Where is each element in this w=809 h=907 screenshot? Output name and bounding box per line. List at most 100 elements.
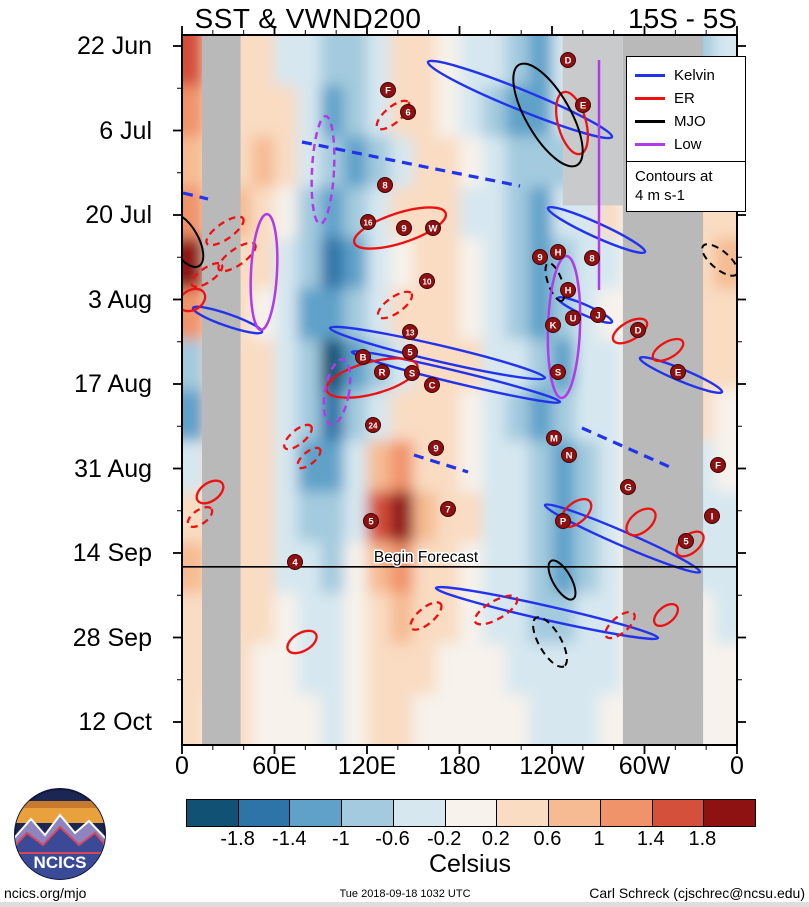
- storm-marker: 4: [287, 554, 303, 570]
- storm-markers-layer: D E F 6 8 16 9 W 9 H 8 10 H K U J D 13 B 5 R S C S E 24 9 MN F G 5 7 P 5 I…: [287, 52, 726, 570]
- storm-marker: 8: [584, 250, 600, 266]
- svg-text:F: F: [385, 85, 391, 96]
- contour-note-line1: Contours at: [635, 168, 713, 185]
- begin-forecast-label: Begin Forecast: [374, 549, 479, 566]
- x-axis-label: 0: [175, 752, 189, 780]
- er-wave-contour: [604, 610, 636, 640]
- er-wave-contour: [283, 423, 313, 451]
- sst-shading-layer: [182, 35, 737, 745]
- footer-credit: Carl Schreck (cjschrec@ncsu.edu): [589, 885, 805, 901]
- svg-text:N: N: [566, 450, 573, 461]
- storm-marker: I: [704, 508, 720, 524]
- kelvin-wave-dashes: [301, 140, 521, 188]
- x-axis-label: 180: [438, 752, 481, 780]
- storm-marker: 9: [396, 220, 412, 236]
- er-wave-contour: [190, 262, 224, 288]
- colorbar-tick-label: 1.8: [688, 828, 717, 850]
- er-wave-contour: [352, 206, 448, 250]
- colorbar-tick-label: 0.6: [533, 828, 562, 850]
- svg-text:P: P: [560, 516, 567, 527]
- storm-marker: 9: [428, 440, 444, 456]
- mjo-contour: [547, 559, 577, 601]
- storm-marker: D: [630, 322, 646, 338]
- latitude-band-label: 15S - 5S: [628, 3, 737, 34]
- svg-text:M: M: [550, 433, 558, 444]
- footer-timestamp: Tue 2018-09-18 1032 UTC: [339, 888, 471, 900]
- er-wave-contour: [554, 90, 590, 156]
- er-wave-contour: [296, 446, 322, 470]
- kelvin-wave-contour: [543, 503, 702, 574]
- svg-text:G: G: [624, 482, 631, 493]
- colorbar-cell: [652, 800, 705, 826]
- svg-text:S: S: [409, 368, 415, 379]
- kelvin-wave-dashes: [413, 453, 469, 474]
- low-line-sample: [635, 143, 665, 146]
- svg-text:5: 5: [683, 536, 689, 547]
- kelvin-wave-dashes: [182, 191, 209, 201]
- svg-text:9: 9: [401, 223, 406, 234]
- kelvin-wave-contour: [191, 305, 264, 335]
- chart-title: SST & VWND200: [194, 3, 422, 34]
- wave-contours-layer: [182, 59, 737, 668]
- ncics-logo: NCICS: [14, 788, 106, 880]
- contour-interval-note: Contours at 4 m s-1: [627, 161, 745, 205]
- svg-text:E: E: [580, 100, 586, 111]
- storm-marker: 8: [377, 177, 393, 193]
- svg-text:H: H: [555, 247, 562, 258]
- land-mask-band: [202, 35, 241, 745]
- er-wave-contour: [375, 99, 411, 131]
- colorbar-cell: [187, 800, 239, 826]
- svg-text:C: C: [429, 380, 436, 391]
- storm-marker: M: [546, 430, 562, 446]
- er-wave-contour: [473, 594, 519, 626]
- x-axis-label: 0: [730, 752, 744, 780]
- colorbar-tick-label: -1: [332, 828, 350, 850]
- svg-text:B: B: [360, 352, 367, 363]
- logo-text: NCICS: [34, 853, 87, 872]
- er-wave-contour: [205, 215, 245, 247]
- er-wave-contour: [195, 479, 225, 505]
- svg-text:5: 5: [407, 347, 413, 358]
- storm-marker: F: [380, 82, 396, 98]
- storm-marker: 10: [419, 273, 435, 289]
- storm-marker: C: [424, 377, 440, 393]
- colorbar-cell: [704, 800, 756, 826]
- storm-marker: 5: [678, 533, 694, 549]
- er-wave-contour: [376, 290, 414, 320]
- kelvin-line-sample: [635, 74, 665, 77]
- er-wave-contour: [286, 629, 318, 655]
- contour-note-line2: 4 m s-1: [635, 187, 686, 204]
- y-axis-label: 14 Sep: [72, 539, 152, 567]
- legend: Kelvin ER MJO Low Contours at 4 m s-1: [626, 56, 746, 212]
- svg-text:13: 13: [406, 328, 415, 337]
- storm-marker: S: [404, 365, 420, 381]
- low-contour: [249, 212, 279, 332]
- colorbar-tick-label: -0.6: [375, 828, 410, 850]
- mjo-contour: [182, 212, 205, 268]
- svg-text:J: J: [595, 310, 600, 321]
- y-axis-label: 28 Sep: [72, 623, 152, 652]
- svg-text:I: I: [711, 511, 714, 522]
- colorbar-cell: [549, 800, 601, 826]
- svg-text:8: 8: [382, 180, 387, 191]
- legend-row-mjo: MJO: [635, 110, 737, 133]
- legend-label-mjo: MJO: [674, 113, 706, 130]
- storm-marker: W: [425, 220, 441, 236]
- colorbar-tick-label: 0.2: [481, 828, 510, 850]
- er-wave-contour: [182, 287, 207, 313]
- colorbar: [186, 799, 756, 827]
- colorbar-cell: [393, 800, 446, 826]
- legend-row-er: ER: [635, 87, 737, 110]
- x-axis-label: 60E: [252, 752, 297, 780]
- storm-marker: D: [560, 52, 576, 68]
- y-axis-label: 17 Aug: [74, 370, 152, 398]
- colorbar-tick-label: -1.4: [272, 828, 307, 850]
- x-axis-label: 120E: [337, 752, 397, 780]
- svg-text:K: K: [550, 320, 557, 331]
- storm-marker: S: [550, 364, 566, 380]
- er-line-sample: [635, 97, 665, 100]
- storm-marker: 5: [402, 344, 418, 360]
- svg-text:4: 4: [292, 557, 298, 568]
- x-axis-label: 120W: [519, 752, 585, 780]
- y-axis-label: 12 Oct: [78, 708, 152, 736]
